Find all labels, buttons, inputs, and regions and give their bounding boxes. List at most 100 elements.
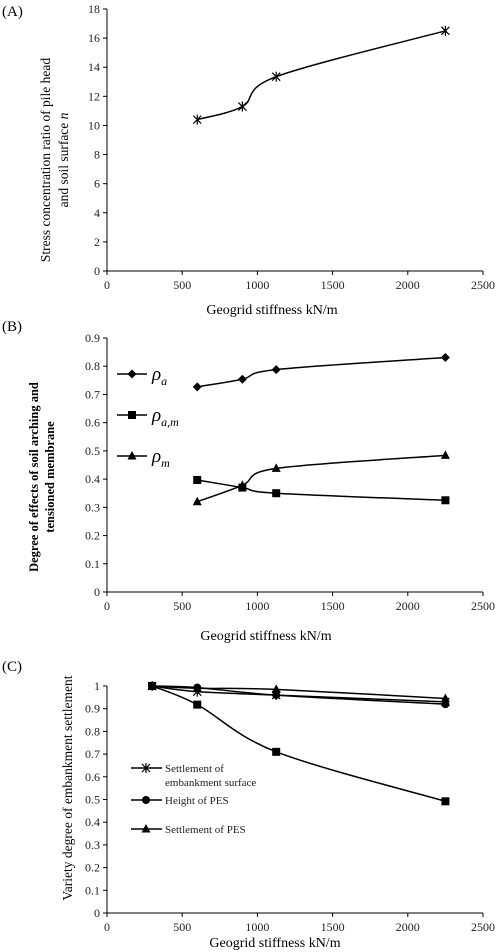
data-point-triangle bbox=[440, 450, 450, 459]
y-tick-label: 14 bbox=[88, 60, 100, 74]
y-tick-label: 0.7 bbox=[85, 387, 100, 401]
data-point-square bbox=[441, 496, 450, 505]
legend-label-c: Settlement of PES bbox=[165, 824, 246, 836]
x-axis-label-a: Geogrid stiffness kN/m bbox=[206, 303, 337, 318]
y-tick-label: 0.8 bbox=[85, 359, 100, 373]
y-tick-label: 8 bbox=[94, 148, 100, 162]
legend-label-b: ρm bbox=[151, 446, 170, 470]
legend-label-c: Settlement of bbox=[165, 763, 224, 775]
y-tick-label: 0.8 bbox=[85, 724, 100, 738]
data-point-star bbox=[271, 71, 281, 82]
y-axis-label-a-line2: and soil surface n bbox=[56, 112, 71, 207]
y-tick-label: 0.1 bbox=[85, 557, 100, 571]
y-axis-label-a: Stress concentration ratio of pile head … bbox=[38, 58, 71, 263]
x-tick-label: 0 bbox=[104, 278, 110, 292]
data-point-square bbox=[193, 700, 202, 709]
data-point-square bbox=[441, 797, 450, 806]
y-tick-label: 6 bbox=[94, 177, 100, 191]
x-tick-label: 2000 bbox=[396, 599, 420, 613]
y-axis-label-a-var: n bbox=[56, 112, 71, 119]
series-line-b-1 bbox=[197, 479, 446, 502]
data-point-triangle bbox=[237, 480, 247, 489]
series-line-b-2 bbox=[196, 454, 446, 503]
x-tick-label: 1000 bbox=[245, 278, 269, 292]
y-axis-label-a-line2-text: and soil surface bbox=[56, 119, 71, 207]
panel-label-b: (B) bbox=[2, 319, 22, 335]
data-point-triangle bbox=[192, 496, 202, 506]
x-tick-label: 1500 bbox=[321, 599, 345, 613]
x-tick-label: 2500 bbox=[471, 599, 495, 613]
y-tick-label: 2 bbox=[94, 235, 100, 249]
x-tick-label: 500 bbox=[173, 278, 191, 292]
y-tick-label: 10 bbox=[88, 118, 100, 132]
y-tick-label: 0.4 bbox=[85, 472, 100, 486]
x-tick-label: 1000 bbox=[245, 920, 269, 934]
chart-panel-b: (B) Degree of effects of soil arching an… bbox=[2, 319, 495, 644]
chart-panel-c: (C) Variety degree of embankment settlem… bbox=[2, 659, 495, 951]
y-tick-label: 0.6 bbox=[85, 416, 100, 430]
legend-marker-circle bbox=[142, 796, 150, 804]
chart-panel-a: (A) Stress concentration ratio of pile h… bbox=[2, 2, 495, 318]
x-tick-label: 2500 bbox=[471, 920, 495, 934]
legend-label-c: embankment surface bbox=[165, 777, 256, 789]
data-point-diamond bbox=[440, 352, 450, 362]
x-tick-label: 500 bbox=[173, 599, 191, 613]
data-point-star bbox=[237, 101, 247, 112]
y-tick-label: 16 bbox=[88, 31, 100, 45]
data-point-diamond bbox=[271, 365, 281, 375]
data-point-circle bbox=[272, 691, 281, 700]
y-tick-label: 0.1 bbox=[85, 883, 100, 897]
y-tick-label: 0.9 bbox=[85, 331, 100, 345]
y-tick-label: 12 bbox=[88, 89, 100, 103]
x-axis-label-c: Geogrid stiffness kN/m bbox=[209, 936, 340, 951]
data-point-square bbox=[272, 489, 281, 498]
legend-marker-star bbox=[141, 763, 151, 773]
legend-item-c-circle: Height of PES bbox=[131, 795, 229, 807]
data-point-circle bbox=[441, 700, 450, 709]
x-tick-label: 1000 bbox=[245, 599, 269, 613]
series-line-c-3 bbox=[151, 685, 446, 803]
panel-label-c: (C) bbox=[2, 659, 22, 675]
y-axis-label-b-line2: tensioned membrane bbox=[43, 421, 57, 533]
x-tick-label: 2500 bbox=[471, 278, 495, 292]
x-tick-label: 500 bbox=[173, 920, 191, 934]
y-tick-label: 0 bbox=[94, 585, 100, 599]
y-tick-label: 4 bbox=[94, 206, 100, 220]
y-tick-label: 0.3 bbox=[85, 838, 100, 852]
panel-label-a: (A) bbox=[2, 4, 23, 20]
data-point-square bbox=[272, 747, 281, 756]
x-axis-label-b: Geogrid stiffness kN/m bbox=[200, 629, 331, 644]
y-tick-label: 0.6 bbox=[85, 770, 100, 784]
legend-marker-triangle bbox=[141, 824, 151, 833]
y-tick-label: 0.2 bbox=[85, 529, 100, 543]
x-tick-label: 2000 bbox=[396, 920, 420, 934]
y-tick-label: 18 bbox=[88, 2, 100, 16]
data-point-star bbox=[192, 114, 202, 125]
legend-label-c: Height of PES bbox=[165, 795, 229, 807]
legend-item-b-diamond: ρa bbox=[117, 364, 167, 388]
series-line-a-0 bbox=[197, 30, 446, 121]
series-line-c-1 bbox=[152, 685, 446, 705]
legend-item-c-star: Settlement of embankment surface bbox=[131, 763, 256, 789]
y-tick-label: 0.7 bbox=[85, 747, 100, 761]
legend-label-b: ρa bbox=[151, 364, 167, 388]
y-tick-label: 1 bbox=[94, 679, 100, 693]
data-point-square bbox=[193, 475, 202, 484]
data-point-diamond bbox=[192, 382, 202, 392]
data-point-triangle bbox=[192, 683, 202, 692]
data-point-triangle bbox=[271, 463, 281, 472]
legend-marker-triangle bbox=[127, 451, 137, 460]
legend-marker-diamond bbox=[127, 369, 137, 379]
data-point-triangle bbox=[440, 693, 450, 702]
y-axis-label-b-line1: Degree of effects of soil arching and bbox=[27, 382, 41, 572]
legend-item-b-triangle: ρm bbox=[117, 446, 170, 470]
legend-item-c-triangle: Settlement of PES bbox=[131, 824, 246, 836]
x-tick-label: 1500 bbox=[321, 278, 345, 292]
y-tick-label: 0 bbox=[94, 264, 100, 278]
legend-item-b-square: ρa,m bbox=[117, 405, 179, 429]
data-point-star bbox=[440, 25, 450, 36]
x-tick-label: 1500 bbox=[321, 920, 345, 934]
y-tick-label: 0 bbox=[94, 906, 100, 920]
y-axis-label-a-line1: Stress concentration ratio of pile head bbox=[38, 58, 53, 263]
